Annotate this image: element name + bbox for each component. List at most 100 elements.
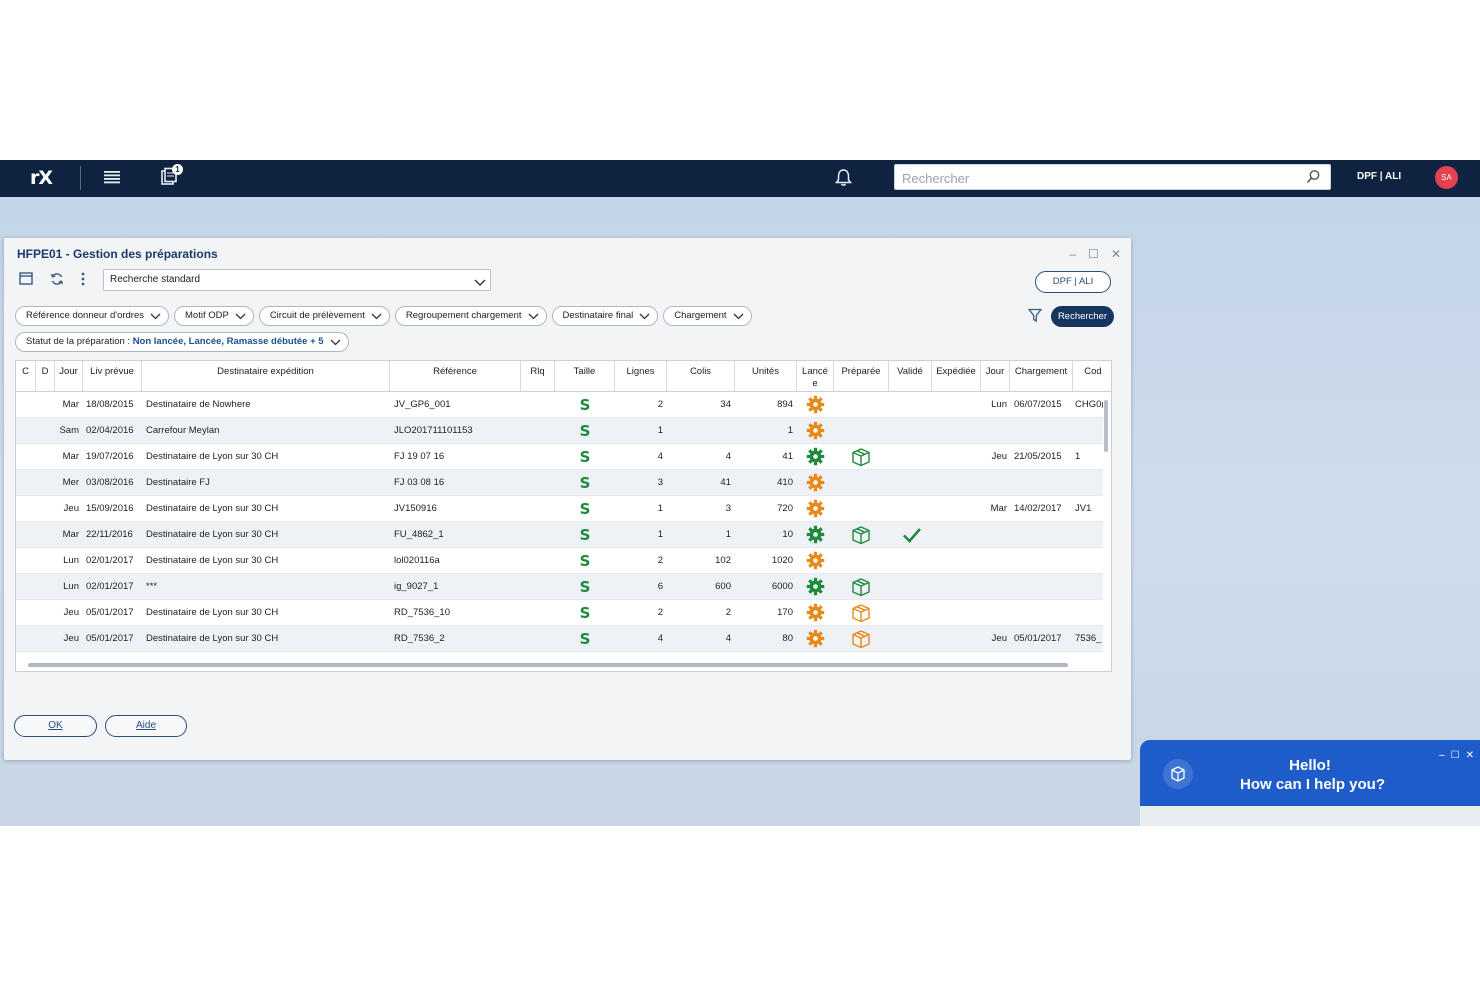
filter-chip-destinataire[interactable]: Destinataire final [551, 306, 659, 326]
scrollbar-thumb[interactable] [1104, 400, 1108, 452]
vertical-scrollbar[interactable] [1103, 392, 1109, 657]
more-options-icon[interactable] [81, 272, 85, 289]
col-header[interactable]: Destinataire expédition [142, 361, 390, 391]
gear-icon[interactable] [806, 551, 825, 575]
col-header[interactable]: Colis [667, 361, 735, 391]
filter-chip-reference[interactable]: Référence donneur d'ordres [15, 306, 169, 326]
package-icon[interactable] [850, 447, 872, 472]
chat-widget[interactable]: Hello! How can I help you? – ☐ ✕ [1140, 740, 1480, 826]
search-preset-select[interactable]: Recherche standard [103, 269, 491, 291]
cell-unites: 170 [777, 607, 793, 618]
close-icon[interactable]: ✕ [1465, 750, 1474, 761]
table-row[interactable]: Jeu 05/01/2017 Destinataire de Lyon sur 30… [16, 600, 1103, 626]
cell-colis: 3 [725, 503, 731, 514]
filter-chip-chargement[interactable]: Chargement [663, 306, 752, 326]
cell-colis: 2 [725, 607, 731, 618]
filter-icon[interactable] [1027, 308, 1043, 328]
col-header[interactable]: Jour [981, 361, 1010, 391]
table-row[interactable]: Jeu 05/01/2017 Destinataire de Lyon sur 30… [16, 626, 1103, 652]
close-icon[interactable]: ✕ [1110, 247, 1121, 261]
package-icon[interactable] [850, 603, 872, 628]
col-header[interactable]: Rlq [521, 361, 555, 391]
checkmark-icon [902, 527, 922, 548]
chevron-down-icon [150, 313, 161, 320]
table-row[interactable]: Mar 19/07/2016 Destinataire de Lyon sur 30… [16, 444, 1103, 470]
search-input[interactable] [900, 166, 1304, 190]
cell-cod [1075, 522, 1103, 548]
gear-icon[interactable] [806, 577, 825, 601]
col-header[interactable]: Chargement [1010, 361, 1073, 391]
package-icon[interactable] [850, 629, 872, 654]
filter-chip-circuit[interactable]: Circuit de prélèvement [258, 306, 390, 326]
chip-label: Référence donneur d'ordres [26, 310, 144, 321]
table-row[interactable]: Jeu 15/09/2016 Destinataire de Lyon sur 30… [16, 496, 1103, 522]
gear-icon[interactable] [806, 525, 825, 549]
scrollbar-thumb[interactable] [28, 663, 1068, 667]
table-row[interactable]: Lun 02/01/2017 Destinataire de Lyon sur 30… [16, 548, 1103, 574]
refresh-icon[interactable] [50, 272, 64, 289]
maximize-icon[interactable]: ☐ [1088, 247, 1099, 261]
table-row[interactable]: Mer 03/08/2016 Destinataire FJ FJ 03 08 16 3… [16, 470, 1103, 496]
tasks-icon[interactable]: 1 [161, 164, 183, 190]
col-header[interactable]: Lignes [615, 361, 667, 391]
col-header[interactable]: Taille [555, 361, 615, 391]
col-header[interactable]: Lancé e [797, 361, 834, 391]
col-header[interactable]: Référence [390, 361, 521, 391]
menu-icon[interactable] [103, 168, 121, 191]
cell-taille: S [579, 474, 591, 492]
col-header[interactable]: Liv prévue [83, 361, 142, 391]
col-header[interactable]: Unités [735, 361, 797, 391]
cell-taille: S [579, 396, 591, 414]
app-logo[interactable]: rX [30, 167, 53, 189]
package-icon[interactable] [850, 525, 872, 550]
window-icon[interactable] [19, 272, 33, 289]
search-icon[interactable] [1306, 169, 1321, 189]
cell-taille: S [579, 526, 591, 544]
chat-input-area[interactable] [1140, 806, 1480, 826]
avatar[interactable]: SA [1435, 166, 1458, 189]
table-header: C D Jour Liv prévue Destinataire expédit… [16, 361, 1111, 392]
col-header[interactable]: Cod [1084, 366, 1102, 377]
filter-chip-motif[interactable]: Motif ODP [174, 306, 254, 326]
table-row[interactable]: Mar 22/11/2016 Destinataire de Lyon sur 30… [16, 522, 1103, 548]
cell-lignes: 4 [657, 633, 663, 644]
col-header[interactable]: D [36, 361, 55, 391]
table-row[interactable]: Mar 18/08/2015 Destinataire de Nowhere JV_G… [16, 392, 1103, 418]
cell-ref: JLO201711101153 [394, 425, 473, 436]
dpf-button[interactable]: DPF | ALI [1035, 271, 1111, 293]
col-header[interactable]: Validé [889, 361, 932, 391]
cell-dest: Destinataire de Lyon sur 30 CH [146, 451, 279, 462]
gear-icon[interactable] [806, 447, 825, 471]
rechercher-button[interactable]: Rechercher [1051, 306, 1114, 327]
filter-chip-regroupement[interactable]: Regroupement chargement [394, 306, 547, 326]
help-button[interactable]: Aide [105, 715, 187, 737]
col-header[interactable]: C [16, 361, 36, 391]
package-icon[interactable] [850, 577, 872, 602]
filter-chip-statut[interactable]: Statut de la préparation : Non lancée, L… [15, 332, 349, 352]
org-label[interactable]: DPF | ALI [1357, 171, 1402, 182]
gear-icon[interactable] [806, 629, 825, 653]
notification-badge: 1 [172, 164, 183, 175]
horizontal-scrollbar[interactable] [18, 661, 1100, 669]
col-header[interactable]: Préparée [834, 361, 889, 391]
ok-button[interactable]: OK [14, 715, 97, 737]
cell-chargement [1014, 600, 1072, 626]
maximize-icon[interactable]: ☐ [1450, 750, 1460, 761]
gear-icon[interactable] [806, 395, 825, 419]
gear-icon[interactable] [806, 473, 825, 497]
col-header[interactable]: Jour [55, 361, 83, 391]
table-row[interactable]: Sam 02/04/2016 Carrefour Meylan JLO20171110… [16, 418, 1103, 444]
minimize-icon[interactable]: – [1439, 750, 1445, 761]
col-header[interactable]: Expédiée [932, 361, 981, 391]
cell-ref: lol020116a [394, 555, 440, 566]
cell-jour: Mer [62, 477, 79, 488]
cell-jour2: Lun [991, 399, 1007, 410]
gear-icon[interactable] [806, 499, 825, 523]
table-row[interactable]: Lun 02/01/2017 *** ig_9027_1 6 600 6000 S [16, 574, 1103, 600]
gear-icon[interactable] [806, 603, 825, 627]
cell-jour: Mar [62, 399, 79, 410]
cell-unites: 410 [777, 477, 793, 488]
gear-icon[interactable] [806, 421, 825, 445]
minimize-icon[interactable]: – [1069, 247, 1077, 261]
bell-icon[interactable] [834, 168, 853, 192]
